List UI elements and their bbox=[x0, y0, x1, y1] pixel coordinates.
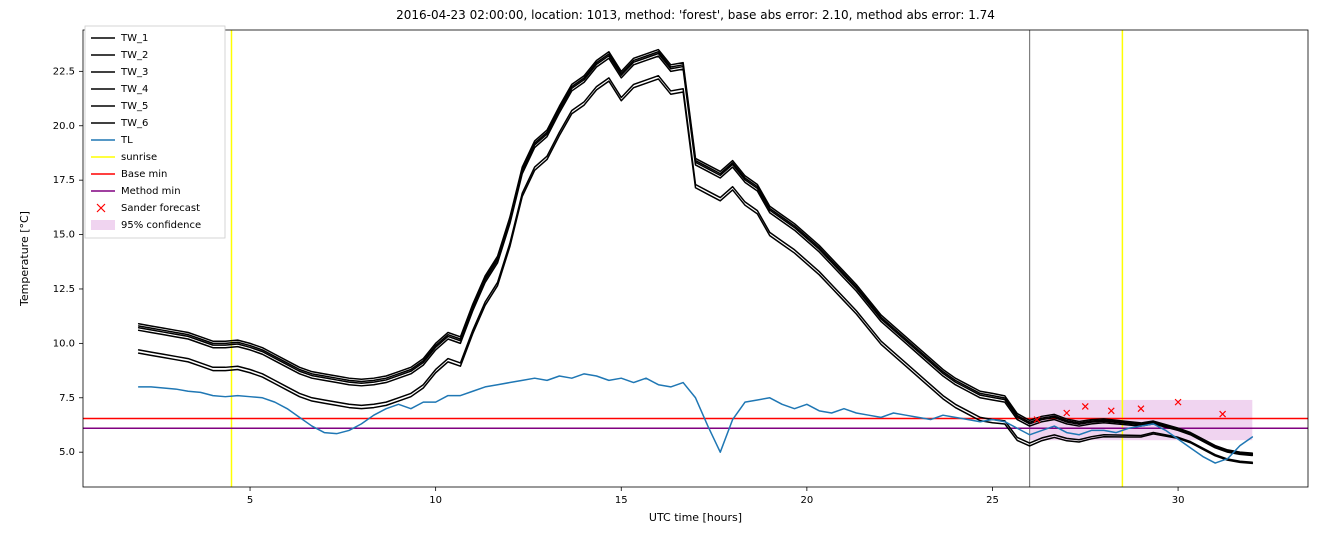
series-TW_2 bbox=[139, 54, 1253, 455]
legend-label: TW_2 bbox=[120, 50, 148, 61]
legend-label: TW_4 bbox=[120, 84, 148, 95]
series-TW_6 bbox=[139, 50, 1253, 454]
legend-label: Sander forecast bbox=[121, 203, 200, 214]
legend-label: 95% confidence bbox=[121, 220, 201, 231]
chart-title: 2016-04-23 02:00:00, location: 1013, met… bbox=[396, 8, 995, 22]
legend-sample bbox=[91, 220, 115, 230]
series-TW_3 bbox=[139, 52, 1253, 454]
x-tick-label: 20 bbox=[800, 495, 813, 506]
legend-label: TW_6 bbox=[120, 118, 148, 129]
y-tick-label: 10.0 bbox=[53, 338, 75, 349]
legend-label: TL bbox=[120, 135, 133, 146]
legend-label: TW_5 bbox=[120, 101, 148, 112]
x-tick-label: 25 bbox=[986, 495, 999, 506]
legend-label: Method min bbox=[121, 186, 181, 197]
y-tick-label: 5.0 bbox=[59, 447, 75, 458]
x-axis-label: UTC time [hours] bbox=[649, 511, 742, 524]
legend-label: TW_3 bbox=[120, 67, 148, 78]
y-tick-label: 20.0 bbox=[53, 121, 75, 132]
y-tick-label: 12.5 bbox=[53, 284, 75, 295]
x-tick-label: 5 bbox=[247, 495, 253, 506]
legend-label: TW_1 bbox=[120, 33, 148, 44]
y-tick-label: 22.5 bbox=[53, 66, 75, 77]
legend-label: sunrise bbox=[121, 152, 157, 163]
y-axis-label: Temperature [°C] bbox=[18, 211, 31, 307]
x-tick-label: 15 bbox=[615, 495, 628, 506]
y-tick-label: 17.5 bbox=[53, 175, 75, 186]
x-tick-label: 30 bbox=[1172, 495, 1185, 506]
legend-label: Base min bbox=[121, 169, 167, 180]
y-tick-label: 7.5 bbox=[59, 393, 75, 404]
chart-figure: 5 10 15 20 25 30 5.0 7.5 10.0 12.5 15.0 17.5 20.0 22.… bbox=[0, 0, 1324, 547]
x-tick-label: 10 bbox=[429, 495, 442, 506]
y-tick-label: 15.0 bbox=[53, 230, 75, 241]
